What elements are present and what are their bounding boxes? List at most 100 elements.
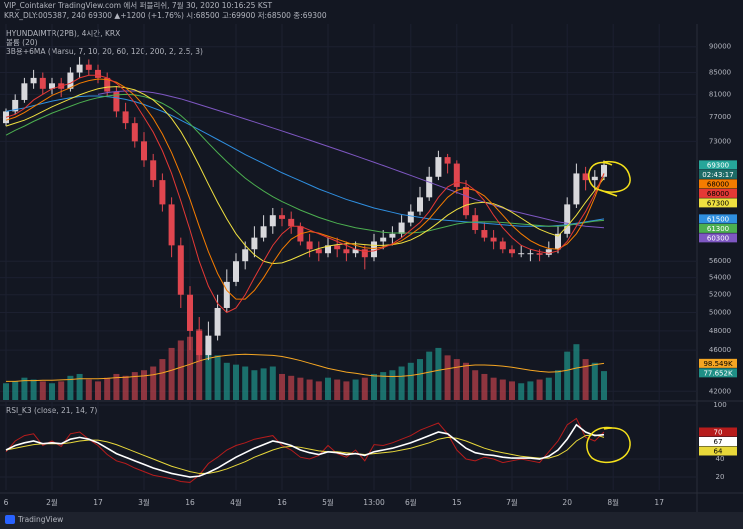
volume-bar xyxy=(527,381,534,400)
rsi-value-label: 70 xyxy=(714,428,723,436)
rsi-value-label-box xyxy=(699,446,737,456)
volume-bar xyxy=(389,370,396,400)
x-tick-label: 8월 xyxy=(607,497,619,507)
candle-body xyxy=(518,253,525,255)
ma-value-label-box xyxy=(699,198,737,208)
candle-body xyxy=(260,226,267,238)
candle-body xyxy=(306,241,313,250)
candle-body xyxy=(141,141,147,161)
candle-body xyxy=(150,160,157,181)
volume-bar xyxy=(76,373,83,400)
volume-bar xyxy=(85,379,92,400)
candle-body xyxy=(269,215,276,227)
candle-body xyxy=(113,91,120,112)
symbol-line: KRX_DLY:005387, 240 69300 ▲+1200 (+1.76%… xyxy=(4,11,327,20)
indicator-label: 3B용+6MA (Marsu, 7, 10, 20, 60, 120, 200,… xyxy=(6,47,203,56)
x-tick-label: 17 xyxy=(93,498,103,507)
volume-bar xyxy=(58,381,65,400)
candle-body xyxy=(591,176,598,181)
volume-bar xyxy=(196,329,203,400)
x-tick-label: 17 xyxy=(654,498,664,507)
candle-body xyxy=(95,69,101,78)
volume-bar xyxy=(398,366,405,400)
volume-bar xyxy=(573,344,580,400)
volume-value-label-box xyxy=(699,368,737,378)
volume-bar xyxy=(444,355,451,400)
volume-bar xyxy=(113,373,120,400)
volume-bar xyxy=(509,381,515,400)
candle-body xyxy=(389,233,396,238)
x-tick-label: 13:00 xyxy=(363,498,385,507)
volume-bar xyxy=(306,379,313,400)
y-tick-label: 90000 xyxy=(709,43,731,51)
volume-bar xyxy=(205,344,212,400)
candle-body xyxy=(233,261,239,282)
y-tick-label: 81000 xyxy=(709,90,731,98)
volume-bar xyxy=(518,383,525,400)
candle-body xyxy=(564,204,571,234)
candle-body xyxy=(21,83,28,100)
volume-bar xyxy=(582,359,589,400)
ma-value-label-box xyxy=(699,188,737,198)
volume-bar xyxy=(279,373,285,400)
candle-body xyxy=(30,77,37,84)
volume-bar xyxy=(361,377,368,400)
candle-body xyxy=(177,245,184,295)
x-tick-label: 3월 xyxy=(138,497,150,507)
candle-body xyxy=(407,211,414,223)
candle-body xyxy=(444,157,451,164)
x-tick-label: 20 xyxy=(562,498,572,507)
volume-bar xyxy=(95,381,101,400)
y-tick-label: 42000 xyxy=(709,387,731,395)
volume-bar xyxy=(288,375,295,400)
volume-bar xyxy=(417,359,423,400)
series-line xyxy=(5,93,605,234)
candle-body xyxy=(196,330,203,356)
volume-bar xyxy=(233,364,239,400)
volume-bar xyxy=(30,379,37,400)
volume-bar xyxy=(453,359,460,400)
volume-bar xyxy=(591,362,598,400)
candle-body xyxy=(426,176,433,198)
candle-body xyxy=(509,249,515,254)
volume-bar xyxy=(315,381,322,400)
volume-bar xyxy=(407,362,414,400)
candle-body xyxy=(159,180,166,205)
ma-value-label: 61300 xyxy=(707,225,729,233)
volume-bar xyxy=(242,366,249,400)
candle-body xyxy=(573,173,580,205)
series-line xyxy=(6,353,605,382)
ma-value-label: 68000 xyxy=(707,180,729,188)
x-tick-label: 4월 xyxy=(230,497,242,507)
annotation-circle xyxy=(586,426,631,463)
annotation-circle xyxy=(587,160,631,193)
y-tick-label: 46000 xyxy=(709,346,731,354)
ma-value-label: 68000 xyxy=(707,190,729,198)
footer-bar xyxy=(0,512,743,529)
volume-bar xyxy=(545,377,552,400)
volume-bar xyxy=(214,355,221,400)
volume-bar xyxy=(3,383,9,400)
volume-bar xyxy=(325,377,331,400)
volume-bar xyxy=(371,373,377,400)
last-price-label: 69300 xyxy=(707,161,729,169)
series-line xyxy=(5,74,605,314)
volume-bar xyxy=(601,371,607,400)
brand: TradingView xyxy=(17,515,63,524)
volume-bar xyxy=(435,347,442,400)
volume-bar xyxy=(555,370,561,400)
candle-body xyxy=(85,64,92,70)
x-tick-label: 6월 xyxy=(405,497,417,507)
candle-body xyxy=(453,163,460,187)
candle-body xyxy=(371,241,377,258)
candle-body xyxy=(288,218,295,227)
ma-value-label-box xyxy=(699,233,737,243)
volume-bar xyxy=(159,359,166,400)
volume-bar xyxy=(187,336,193,400)
candle-body xyxy=(49,83,55,89)
y-tick-label: 54000 xyxy=(709,274,731,282)
candle-body xyxy=(187,294,193,331)
